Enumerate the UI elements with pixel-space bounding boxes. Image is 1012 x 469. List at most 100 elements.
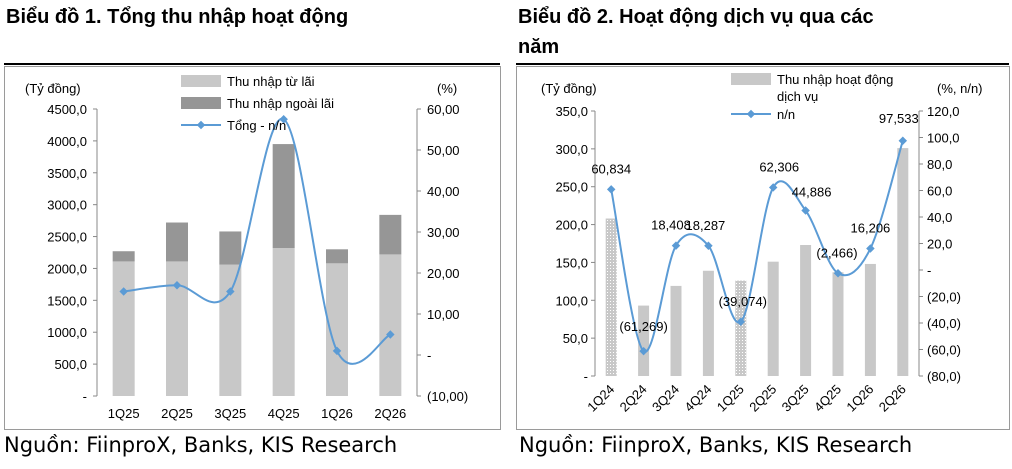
chart1-legend-swatch-interest [181,75,221,87]
chart2-x-tick-label: 1Q24 [584,382,617,415]
chart2-yoy-point [639,346,648,356]
chart1-bar-interest-income [326,263,348,396]
chart1-x-tick-label: 3Q25 [214,406,246,421]
chart2-bar-service-income [832,272,844,376]
chart2-y2-tick-label: (60,0) [927,343,961,358]
right-title-rule [516,63,1009,65]
chart1-yoy-point [332,346,342,356]
chart2-y2-tick-label: (20,0) [927,290,961,305]
chart2-bar-service-income [735,280,747,376]
chart2-data-label: 62,306 [759,159,799,174]
right-chart-frame: (Tỷ đồng) (%, n/n) - 50,0 100,0 150,0 200,0 250… [516,66,1010,430]
chart1-x-tick-label: 1Q26 [321,406,353,421]
chart2-y-axis-label: (Tỷ đồng) [541,81,597,96]
chart2-x-tick-label: 3Q25 [779,382,812,415]
chart1-yoy-point [386,330,395,339]
chart1-bar-non-interest-income [326,249,348,264]
chart2-y-tick-label: 150,0 [555,255,588,270]
chart1-x-tick-label: 4Q25 [268,406,300,421]
chart2-yoy-point [704,241,713,251]
chart2-y2-tick-label: 60,0 [927,184,952,199]
chart1-bar-interest-income [166,261,188,396]
chart1-y2-tick-label: 30,00 [427,225,460,240]
chart1-y2-tick-label: - [427,348,431,363]
chart2-y2-tick-label: (40,0) [927,316,961,331]
chart1-y2-tick-label: 10,00 [427,307,460,322]
chart1-legend-label-non-interest: Thu nhập ngoài lãi [227,96,334,111]
chart1-y-tick-label: 2000,0 [47,261,87,276]
chart1-bar-interest-income [219,264,242,396]
chart2-x-tick-label: 4Q25 [811,382,844,415]
chart2-y2-axis-label: (%, n/n) [937,81,983,96]
chart1-yoy-point [172,281,182,290]
chart2-data-label: 18,287 [686,218,726,233]
chart1-bar-non-interest-income [272,144,295,249]
chart2-bar-service-income [702,270,714,376]
chart2-bar-service-income [638,305,650,376]
chart2-y-tick-label: 200,0 [555,218,588,233]
chart2-y2-tick-label: 100,0 [927,131,960,146]
chart2-x-tick-label: 1Q25 [714,382,747,415]
chart2-bar-service-income [897,148,909,376]
chart1-bar-interest-income [379,254,402,396]
chart1-y2-tick-label: 40,00 [427,184,460,199]
chart2-yoy-point [736,317,746,327]
chart2-x-tick-label: 3Q24 [649,382,682,415]
chart2-y2-tick-label: - [927,263,931,278]
chart1-legend-swatch-non-interest [181,97,221,109]
left-source-note: Nguồn: FiinproX, Banks, KIS Research [4,433,398,457]
right-chart-title-line2: năm [518,36,560,58]
chart1-y-tick-label: 1000,0 [47,325,87,340]
chart2-y-tick-label: 100,0 [555,293,588,308]
chart2-data-label: 18,408 [651,218,691,233]
chart1-legend-label-yoy: Tổng - n/n [227,118,286,133]
chart2-data-label: (2,466) [816,245,857,260]
chart1-bar-interest-income [272,248,295,396]
chart2-y2-tick-label: 120,0 [927,104,960,119]
chart1-yoy-point [119,287,128,296]
chart1-bar-non-interest-income [166,222,188,262]
chart2-bar-service-income [670,285,682,376]
chart2-y2-tick-label: (80,0) [927,369,961,384]
chart2-y2-tick-label: 80,0 [927,157,952,172]
chart-2: (Tỷ đồng) (%, n/n) - 50,0 100,0 150,0 200,0 250… [541,72,983,415]
chart2-y-tick-label: - [584,369,588,384]
chart2-data-label: 97,533 [879,111,919,126]
chart1-bar-non-interest-income [112,251,135,262]
chart2-x-tick-label: 2Q24 [617,382,650,415]
chart2-data-label: 44,886 [792,185,832,200]
chart2-x-tick-label: 2Q26 [876,382,909,415]
chart1-y-axis-label: (Tỷ đồng) [25,81,81,96]
chart2-bar-service-income [864,263,876,376]
chart1-y2-tick-label: 50,00 [427,143,460,158]
chart2-x-tick-label: 1Q26 [843,382,876,415]
chart2-y2-tick-label: 40,0 [927,210,952,225]
chart2-yoy-point [833,269,843,278]
chart1-yoy-point [226,287,235,296]
chart1-y-tick-label: 4500,0 [47,102,87,117]
chart2-data-label: (39,074) [719,294,767,309]
chart2-yoy-point [898,136,908,146]
chart2-yoy-point [606,185,616,194]
right-chart-title-line1: Biểu đồ 2. Hoạt động dịch vụ qua các [518,6,874,28]
chart1-y2-axis-label: (%) [437,81,457,96]
chart2-x-tick-label: 4Q24 [681,382,714,415]
chart2-y-tick-label: 300,0 [555,142,588,157]
chart1-y-tick-label: 4000,0 [47,134,87,149]
chart2-legend-label-yoy: n/n [777,107,795,122]
left-chart-title: Biểu đồ 1. Tổng thu nhập hoạt động [6,6,349,28]
chart2-x-tick-label: 2Q25 [746,382,779,415]
right-source-note: Nguồn: FiinproX, Banks, KIS Research [519,433,913,457]
chart1-bar-interest-income [112,261,135,396]
chart1-legend-label-interest: Thu nhập từ lãi [227,74,315,89]
left-title-rule [4,63,500,65]
chart1-x-tick-label: 1Q25 [108,406,140,421]
left-chart-frame: (Tỷ đồng) (%) - 500,0 1000,0 1500,0 2000,0 2500… [4,66,501,430]
chart2-yoy-point [801,206,810,215]
chart1-y-tick-label: 2500,0 [47,230,87,245]
chart1-y2-tick-label: 20,00 [427,266,460,281]
chart2-y-tick-label: 250,0 [555,180,588,195]
chart1-yoy-point [279,115,288,124]
chart2-bar-service-income [767,261,779,376]
chart1-legend-line-marker [196,120,206,130]
